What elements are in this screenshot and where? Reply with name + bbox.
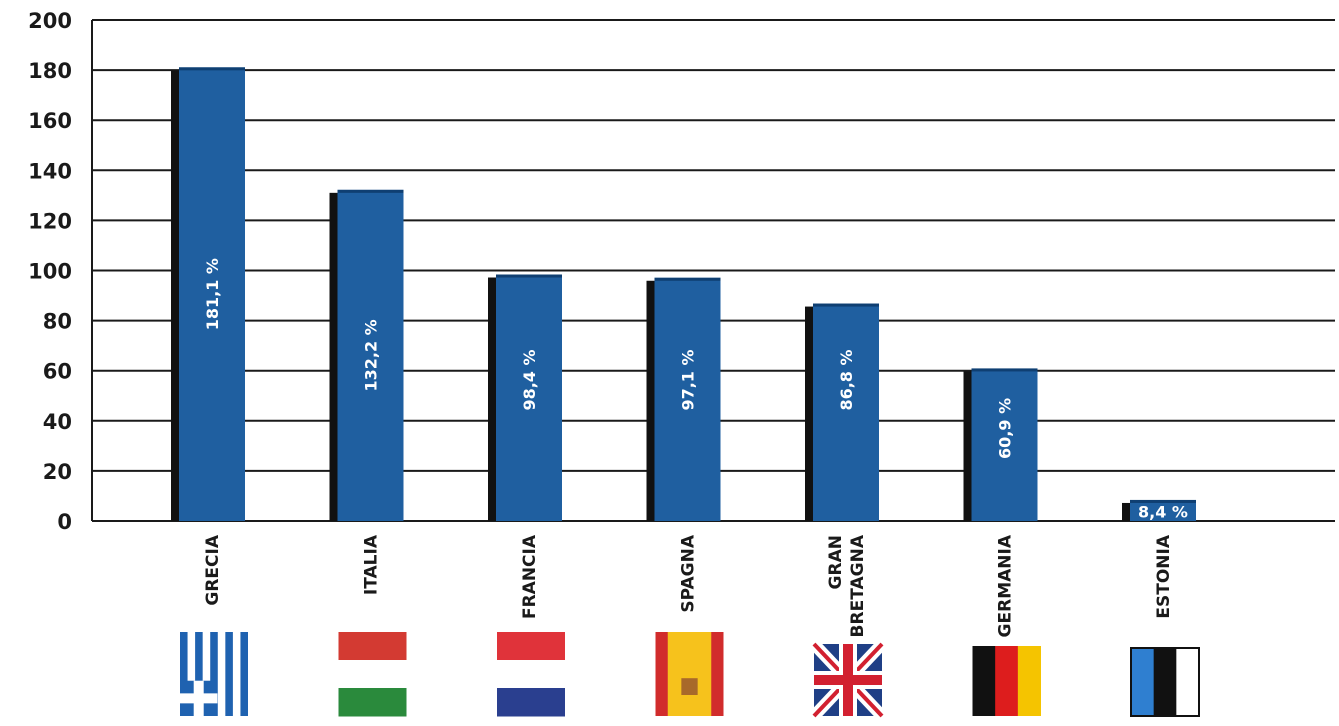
bar <box>654 277 721 521</box>
y-tick-label: 160 <box>28 109 72 133</box>
bar-top-edge <box>813 303 879 307</box>
estonia-flag-icon <box>1130 647 1200 717</box>
bar <box>496 274 562 521</box>
bar-group: 97,1 % <box>646 277 721 521</box>
y-tick-label: 180 <box>28 59 72 83</box>
data-label: 98,4 % <box>520 349 539 410</box>
data-label: 97,1 % <box>679 349 698 410</box>
bar-shadow <box>329 192 340 522</box>
data-label: 60,9 % <box>996 398 1015 459</box>
y-tick-label: 100 <box>28 260 72 284</box>
bar-shadow <box>488 277 498 521</box>
data-label: 181,1 % <box>203 258 222 330</box>
coat-of-arms-icon <box>681 678 698 695</box>
x-category-label: ESTONIA <box>1154 534 1174 618</box>
bar-top-edge <box>179 67 245 71</box>
bar-group: 8,4 % <box>1122 499 1196 521</box>
y-tick-label: 40 <box>43 410 72 434</box>
hungary-tricolor-flag-icon <box>338 632 407 717</box>
y-tick-label: 0 <box>57 510 72 534</box>
y-tick-label: 80 <box>43 310 72 334</box>
bar-top-edge <box>1130 499 1196 503</box>
greece-flag-icon <box>180 632 248 716</box>
bar-group: 181,1 % <box>171 67 245 522</box>
data-label: 132,2 % <box>362 319 381 391</box>
y-axis-ticks: 0 20 40 60 80 100 120 140 160 180 200 <box>28 9 72 534</box>
data-label: 86,8 % <box>837 349 856 410</box>
netherlands-tricolor-flag-icon <box>497 632 565 717</box>
x-category-label-line: GERMANIA <box>996 534 1016 637</box>
bar-top-edge <box>971 368 1038 372</box>
y-tick-label: 140 <box>28 159 72 183</box>
bar <box>1130 499 1196 521</box>
x-category-label: GRECIA <box>203 534 223 605</box>
bar <box>179 67 245 522</box>
x-category-label-line: FRANCIA <box>520 534 540 619</box>
x-category-label-line: BRETAGNA <box>848 534 868 637</box>
bar <box>813 303 879 521</box>
x-category-label-line: SPAGNA <box>679 534 699 612</box>
bar-top-edge <box>654 277 721 281</box>
x-category-label: SPAGNA <box>679 534 699 612</box>
y-tick-label: 120 <box>28 209 72 233</box>
data-label: 8,4 % <box>1138 502 1188 521</box>
flags <box>180 632 1200 721</box>
x-category-label-line: ESTONIA <box>1154 534 1174 618</box>
bar-top-edge <box>496 274 562 278</box>
x-category-label: GRAN BRETAGNA <box>826 534 868 637</box>
x-axis-labels: GRECIA ITALIA FRANCIA SPAGNA GRAN BRETAGNA GER… <box>203 534 1174 637</box>
bar-group: 86,8 % <box>805 303 879 521</box>
y-tick-label: 200 <box>28 9 72 33</box>
x-category-label: GERMANIA <box>996 534 1016 637</box>
y-tick-label: 20 <box>43 460 72 484</box>
x-category-label-line: GRAN <box>826 535 846 589</box>
spain-flag-icon <box>655 632 724 716</box>
bar-shadow <box>171 70 181 522</box>
bar-shadow <box>1122 502 1132 521</box>
bar <box>971 368 1038 521</box>
x-category-label: FRANCIA <box>520 534 540 619</box>
bar-shadow <box>963 371 974 521</box>
union-jack-flag-icon <box>809 639 887 721</box>
x-category-label-line: GRECIA <box>203 534 223 605</box>
bar-group: 98,4 % <box>488 274 562 521</box>
bar-top-edge <box>337 189 404 193</box>
bar-shadow <box>805 306 815 521</box>
x-category-label: ITALIA <box>362 534 382 595</box>
bar-group: 132,2 % <box>329 189 404 522</box>
bar <box>337 189 404 522</box>
bars: 181,1 % 132,2 % 98,4 % 97,1 % 86,8 % 60,9 % 8,… <box>171 67 1196 521</box>
x-category-label-line: ITALIA <box>362 534 382 595</box>
germany-flag-icon <box>972 646 1041 716</box>
bar-shadow <box>646 280 657 521</box>
y-tick-label: 60 <box>43 360 72 384</box>
bar-group: 60,9 % <box>963 368 1038 521</box>
